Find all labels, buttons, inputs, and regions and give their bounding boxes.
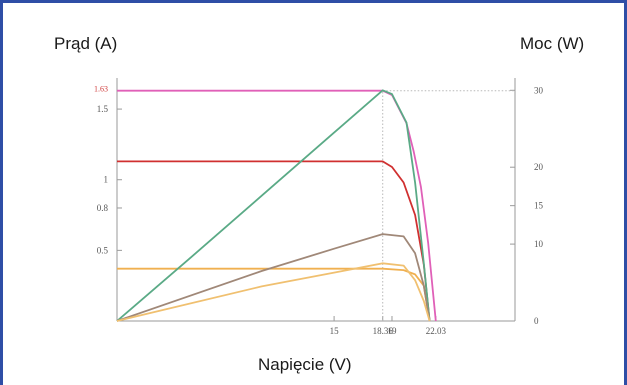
series-line-1: [117, 89, 437, 322]
series-line-4: [116, 89, 431, 322]
x-tick-label: 15: [330, 326, 340, 336]
y-tick-label: 1: [104, 175, 109, 185]
y-tick-label: 0.8: [97, 203, 109, 213]
y2-tick-label: 20: [534, 162, 544, 172]
x-axis-label: Napięcie (V): [258, 355, 352, 374]
y2-tick-label: 30: [534, 85, 544, 95]
y2-tick-label: 0: [534, 316, 539, 326]
y-highlight-tick-label: 1.63: [94, 85, 108, 94]
x-tick-label: 18.36: [373, 326, 394, 336]
series-line-5: [116, 233, 431, 322]
y-tick-label: 0.5: [97, 245, 109, 255]
y-axis-label: Prąd (A): [54, 34, 118, 53]
y-tick-label: 1.5: [97, 104, 109, 114]
series-line-6: [116, 262, 431, 322]
y2-tick-label: 15: [534, 201, 544, 211]
x-tick-label: 19: [387, 326, 397, 336]
y2-axis-label: Moc (W): [520, 34, 585, 53]
y2-tick-label: 10: [534, 239, 544, 249]
x-tick-label: 22.03: [426, 326, 447, 336]
